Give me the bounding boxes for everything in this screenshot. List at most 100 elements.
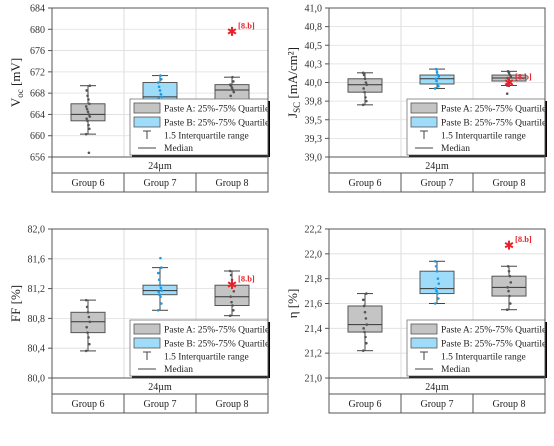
data-point <box>232 290 236 293</box>
data-point <box>88 102 91 106</box>
y-tick-label: 21,8 <box>305 274 323 285</box>
data-point <box>87 315 91 319</box>
y-axis-label: JSC [mA/cm²] <box>285 47 302 118</box>
y-tick-label: 40,8 <box>305 22 323 33</box>
y-tick-label: 81,6 <box>28 254 46 265</box>
data-point <box>363 90 366 94</box>
data-point <box>435 79 438 83</box>
y-tick-label: 22,2 <box>305 225 323 236</box>
data-point <box>159 295 162 299</box>
data-point <box>88 115 92 118</box>
data-point <box>231 304 234 307</box>
category-label: Group 6 <box>348 178 381 189</box>
chart-jsc: 39,0 39,3 39,5 39,8 40,0 40,3 40,5 40,8 41,0 [8.b… <box>285 4 547 193</box>
data-point <box>365 83 369 87</box>
legend-label-paste-b: Paste B: 25%-75% Quartile <box>164 340 269 350</box>
data-point <box>158 293 161 296</box>
y-tick-label: 672 <box>30 67 45 78</box>
data-point <box>363 330 366 334</box>
y-tick-label: 664 <box>30 110 45 121</box>
y-tick-label: 81,2 <box>28 284 46 295</box>
data-point <box>86 119 89 123</box>
sublabel-text: 24µm <box>148 161 172 172</box>
data-point <box>159 74 162 77</box>
data-point <box>159 92 163 96</box>
data-point <box>160 95 164 99</box>
legend-label-median: Median <box>441 144 470 154</box>
legend-label-range: 1.5 Interquartile range <box>441 132 526 142</box>
y-axis-label-main: V <box>8 97 23 107</box>
data-point <box>362 327 365 330</box>
data-point <box>507 289 510 293</box>
legend-label-paste-b: Paste B: 25%-75% Quartile <box>164 119 269 129</box>
data-point <box>228 314 232 317</box>
legend-label-paste-b: Paste B: 25%-75% Quartile <box>441 340 546 350</box>
y-tick-label: 39,0 <box>305 153 323 164</box>
category-label: Group 6 <box>348 399 381 410</box>
data-point <box>361 349 365 352</box>
data-point <box>157 290 160 294</box>
data-point <box>435 70 439 74</box>
data-point <box>362 87 365 90</box>
chart-voc: 656 660 664 668 672 676 680 684 [8.b] Paste A: 25… <box>8 4 270 193</box>
data-point <box>506 70 510 73</box>
reference-label: [8.b] <box>515 234 532 244</box>
box-iqr <box>491 275 527 297</box>
reference-label: [8.b] <box>515 72 532 82</box>
data-point <box>232 90 236 94</box>
legend-label-median: Median <box>164 144 193 154</box>
box-iqr <box>347 78 383 93</box>
data-point <box>434 67 438 71</box>
data-point <box>85 89 88 92</box>
data-point <box>437 297 440 300</box>
category-row <box>328 393 546 414</box>
data-point <box>364 96 367 99</box>
y-axis-label: η [%] <box>285 289 300 319</box>
y-axis-label-unit: [mA/cm²] <box>285 47 300 102</box>
data-point <box>88 84 92 87</box>
y-tick-label: 660 <box>30 131 45 142</box>
y-tick-label: 40,3 <box>305 59 323 70</box>
y-tick-label: 676 <box>30 46 45 57</box>
data-point <box>364 317 368 320</box>
y-tick-label: 41,0 <box>305 4 323 15</box>
data-point <box>508 294 511 298</box>
data-point <box>157 278 161 282</box>
data-point <box>506 286 509 289</box>
reference-marker <box>227 26 237 36</box>
data-point <box>86 110 90 114</box>
chart-panel-jsc: 39,0 39,3 39,5 39,8 40,0 40,3 40,5 40,8 41,0 [8.b… <box>277 0 554 221</box>
data-point <box>365 341 368 345</box>
category-label: Group 8 <box>215 178 248 189</box>
data-point <box>231 88 235 92</box>
y-tick-label: 22,0 <box>305 249 323 260</box>
data-point <box>433 259 437 263</box>
data-point <box>87 151 91 155</box>
data-point <box>437 84 440 88</box>
data-point <box>160 289 164 292</box>
y-tick-label: 680 <box>30 25 45 36</box>
data-point <box>436 73 440 77</box>
data-point <box>84 349 88 353</box>
y-tick-label: 21,2 <box>305 349 323 360</box>
data-point <box>505 308 509 312</box>
data-point <box>159 286 163 290</box>
reference-label: [8.b] <box>238 20 255 30</box>
reference-label: [8.b] <box>238 274 255 284</box>
data-point <box>436 82 439 86</box>
y-axis-label-subscript: oc <box>15 89 25 98</box>
data-point <box>506 264 510 268</box>
category-row <box>51 172 269 193</box>
data-point <box>365 323 369 326</box>
category-label: Group 7 <box>420 399 453 410</box>
y-tick-label: 80,4 <box>28 344 46 355</box>
data-point <box>433 87 437 90</box>
data-point <box>87 123 90 127</box>
legend-label-median: Median <box>164 365 193 375</box>
category-label: Group 7 <box>143 178 176 189</box>
legend-swatch-paste-b <box>410 116 438 128</box>
data-point <box>88 342 91 346</box>
legend-label-range: 1.5 Interquartile range <box>164 132 249 142</box>
category-row <box>328 172 546 193</box>
category-label: Group 6 <box>71 399 104 410</box>
